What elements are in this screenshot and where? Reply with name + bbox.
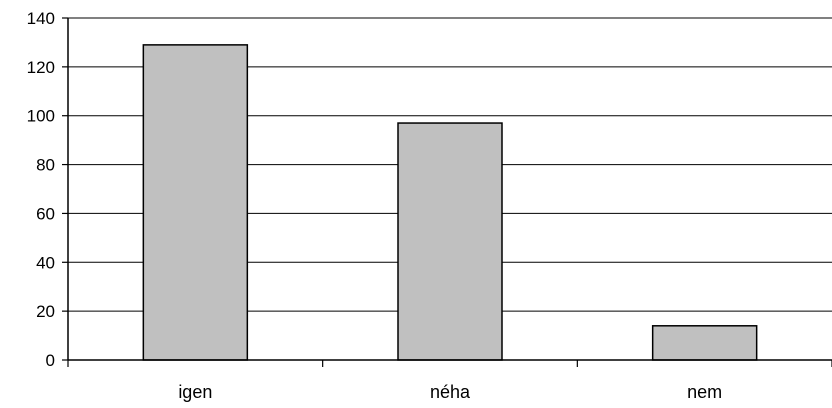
y-axis-ticks: 0 20 40 60 80 100 120 140 xyxy=(27,9,68,370)
bar-igen xyxy=(142,44,249,361)
y-tick-label: 60 xyxy=(36,204,55,223)
x-tick-label: igen xyxy=(178,382,212,402)
y-tick-label: 100 xyxy=(27,107,55,126)
bar-néha xyxy=(397,122,503,361)
y-tick-label: 20 xyxy=(36,302,55,321)
x-tick-label: nem xyxy=(687,382,722,402)
bars xyxy=(142,44,758,361)
y-tick-label: 120 xyxy=(27,58,55,77)
axes xyxy=(67,18,832,361)
bar-nem xyxy=(651,325,758,361)
y-tick-label: 140 xyxy=(27,9,55,28)
x-tick-label: néha xyxy=(430,382,471,402)
y-tick-label: 0 xyxy=(46,351,55,370)
y-tick-label: 40 xyxy=(36,253,55,272)
y-tick-label: 80 xyxy=(36,156,55,175)
x-axis-ticks: igen néha nem xyxy=(67,360,832,402)
